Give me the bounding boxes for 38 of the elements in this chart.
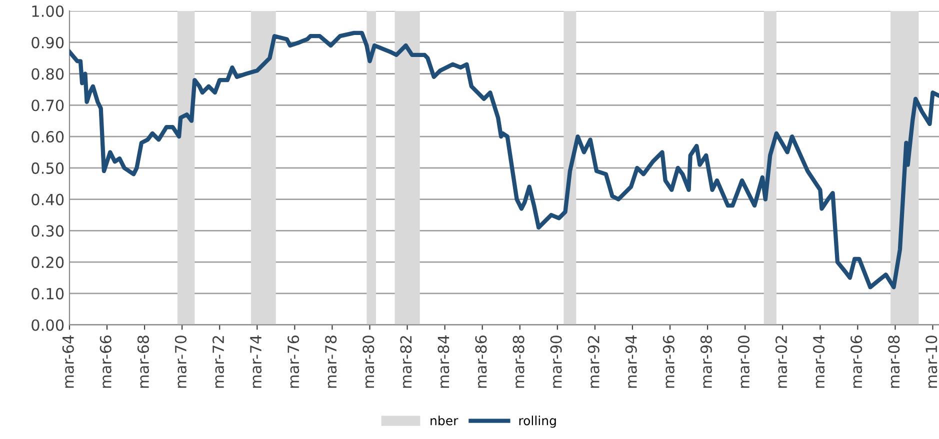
x-tick-label: mar-68 — [137, 336, 149, 388]
x-tick-label: mar-84 — [438, 335, 450, 388]
x-tick-label: mar-80 — [362, 336, 374, 388]
x-tick-label: mar-72 — [212, 336, 224, 388]
x-tick-label: mar-66 — [100, 336, 112, 388]
x-tick-label: mar-70 — [174, 336, 186, 388]
y-tick-label: 0.10 — [32, 288, 64, 300]
y-tick-label: 0.90 — [32, 36, 64, 48]
x-tick-label: mar-82 — [400, 336, 412, 388]
y-tick-label: 0.20 — [32, 256, 64, 268]
x-tick-label: mar-64 — [62, 335, 74, 388]
x-tick-label: mar-06 — [850, 336, 862, 388]
x-tick-label: mar-90 — [550, 336, 562, 388]
x-tick-label: mar-08 — [888, 336, 900, 388]
x-tick-label: mar-74 — [250, 335, 262, 388]
y-tick-label: 0.00 — [32, 319, 64, 331]
y-tick-label: 0.70 — [32, 100, 64, 112]
x-tick-label: mar-02 — [775, 336, 788, 388]
y-tick-label: 0.40 — [32, 194, 64, 206]
x-tick-label: mar-94 — [625, 335, 637, 388]
x-tick-label: mar-10 — [926, 336, 938, 388]
legend-label: rolling — [519, 416, 556, 428]
y-tick-label: 0.60 — [32, 130, 64, 143]
x-tick-label: mar-98 — [700, 336, 712, 388]
x-tick-label: mar-00 — [738, 336, 750, 388]
x-tick-label: mar-76 — [288, 336, 300, 388]
y-tick-label: 0.30 — [32, 225, 64, 237]
y-tick-label: 0.50 — [32, 162, 64, 174]
y-tick-label: 1.00 — [32, 5, 64, 17]
x-tick-label: mar-92 — [588, 336, 600, 388]
x-tick-label: mar-78 — [325, 336, 337, 388]
x-tick-label: mar-04 — [813, 335, 825, 388]
x-tick-label: mar-86 — [475, 336, 487, 388]
x-tick-label: mar-88 — [512, 336, 524, 388]
legend-label: nber — [430, 416, 458, 426]
line-series — [69, 30, 939, 290]
y-tick-label: 0.80 — [32, 68, 64, 80]
x-tick-label: mar-96 — [662, 336, 674, 388]
